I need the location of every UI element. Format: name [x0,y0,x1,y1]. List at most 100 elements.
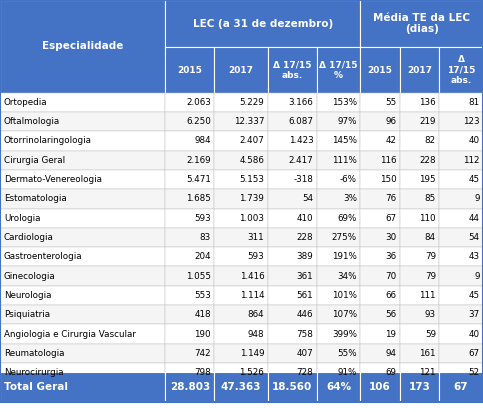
Bar [439,112,483,131]
Bar [439,151,483,170]
Text: 593: 593 [247,252,264,261]
Bar [165,93,214,112]
Text: 798: 798 [194,368,211,377]
Bar [0,372,165,402]
Text: 67: 67 [469,349,480,358]
Bar [268,189,317,208]
Bar [214,228,268,247]
Bar [439,344,483,363]
Bar [400,324,439,344]
Bar [439,247,483,267]
Bar [214,344,268,363]
Bar [439,286,483,305]
Bar [317,267,360,286]
Text: 1.416: 1.416 [240,272,264,281]
Bar [360,112,400,131]
Bar [165,189,214,208]
Text: 69: 69 [385,368,397,377]
Text: 34%: 34% [338,272,357,281]
Text: 2.063: 2.063 [186,98,211,107]
Bar [360,363,400,382]
Bar [165,344,214,363]
Bar [0,170,165,189]
Text: 407: 407 [297,349,313,358]
Text: 79: 79 [425,252,436,261]
Bar [165,112,214,131]
Text: 361: 361 [297,272,313,281]
Bar [0,112,165,131]
Bar [165,324,214,344]
Bar [439,372,483,402]
Text: 410: 410 [297,214,313,223]
Text: 111: 111 [419,291,436,300]
Bar [165,286,214,305]
Text: Total Geral: Total Geral [4,382,68,392]
Bar [360,324,400,344]
Text: Dermato-Venereologia: Dermato-Venereologia [4,175,102,184]
Text: 3.166: 3.166 [288,98,313,107]
Text: 54: 54 [469,233,480,242]
Bar [360,93,400,112]
Bar [400,131,439,151]
Text: 91%: 91% [338,368,357,377]
Bar [360,344,400,363]
Text: 28.803: 28.803 [170,382,210,392]
Text: Especialidade: Especialidade [42,41,123,52]
Text: 228: 228 [297,233,313,242]
Text: 758: 758 [297,330,313,339]
Bar [439,47,483,93]
Bar [0,131,165,151]
Text: 9: 9 [474,194,480,204]
Bar [0,189,165,208]
Bar [0,286,165,305]
Text: 93: 93 [425,310,436,319]
Bar [439,324,483,344]
Bar [400,344,439,363]
Bar [165,47,214,93]
Bar [400,363,439,382]
Bar [0,324,165,344]
Text: 52: 52 [469,368,480,377]
Text: 1.114: 1.114 [240,291,264,300]
Text: Média TE da LEC
(dias): Média TE da LEC (dias) [373,13,470,35]
Text: 173: 173 [409,382,430,392]
Text: 1.739: 1.739 [240,194,264,204]
Text: 30: 30 [385,233,397,242]
Text: Gastroenterologia: Gastroenterologia [4,252,83,261]
Bar [268,131,317,151]
Text: 190: 190 [194,330,211,339]
Bar [0,228,165,247]
Bar [268,363,317,382]
Text: 1.423: 1.423 [288,136,313,145]
Text: 1.003: 1.003 [239,214,264,223]
Bar [214,112,268,131]
Text: 864: 864 [248,310,264,319]
Text: Cardiologia: Cardiologia [4,233,54,242]
Bar [317,112,360,131]
Text: 43: 43 [469,252,480,261]
Bar [165,247,214,267]
Bar [165,372,214,402]
Text: 561: 561 [297,291,313,300]
Text: 219: 219 [419,117,436,126]
Text: 6.087: 6.087 [288,117,313,126]
Bar [268,112,317,131]
Bar [317,286,360,305]
Bar [360,247,400,267]
Text: 2017: 2017 [407,66,432,75]
Text: 76: 76 [385,194,397,204]
Text: 84: 84 [425,233,436,242]
Bar [439,93,483,112]
Text: 40: 40 [469,330,480,339]
Bar [317,208,360,228]
Text: 389: 389 [297,252,313,261]
Bar [268,372,317,402]
Bar [439,363,483,382]
Text: 85: 85 [425,194,436,204]
Text: 55: 55 [385,98,397,107]
Bar [317,305,360,324]
Text: 275%: 275% [332,233,357,242]
Text: 59: 59 [425,330,436,339]
Text: 5.153: 5.153 [239,175,264,184]
Text: 45: 45 [469,175,480,184]
